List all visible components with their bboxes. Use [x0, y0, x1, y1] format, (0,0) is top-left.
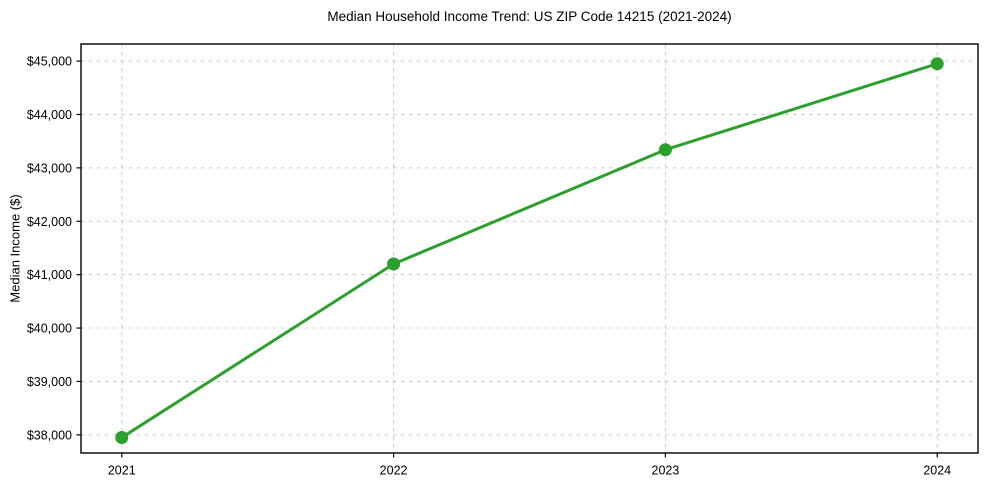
data-point-marker: [115, 431, 129, 445]
y-tick-label: $41,000: [27, 268, 72, 282]
y-tick-label: $39,000: [27, 375, 72, 389]
x-tick-label: 2023: [652, 464, 680, 478]
data-point-marker: [387, 257, 401, 271]
y-tick-label: $40,000: [27, 322, 72, 336]
data-point-marker: [658, 143, 672, 157]
chart-title: Median Household Income Trend: US ZIP Co…: [327, 9, 732, 24]
plot-frame: [80, 43, 979, 454]
y-tick-label: $38,000: [27, 428, 72, 442]
y-tick-label: $45,000: [27, 55, 72, 69]
y-tick-label: $44,000: [27, 108, 72, 122]
y-tick-label: $43,000: [27, 161, 72, 175]
y-tick-label: $42,000: [27, 215, 72, 229]
x-tick-label: 2022: [380, 464, 408, 478]
series-line: [120, 62, 939, 440]
data-point-marker: [930, 57, 944, 71]
x-tick-label: 2024: [923, 464, 951, 478]
x-tick-label: 2021: [108, 464, 136, 478]
